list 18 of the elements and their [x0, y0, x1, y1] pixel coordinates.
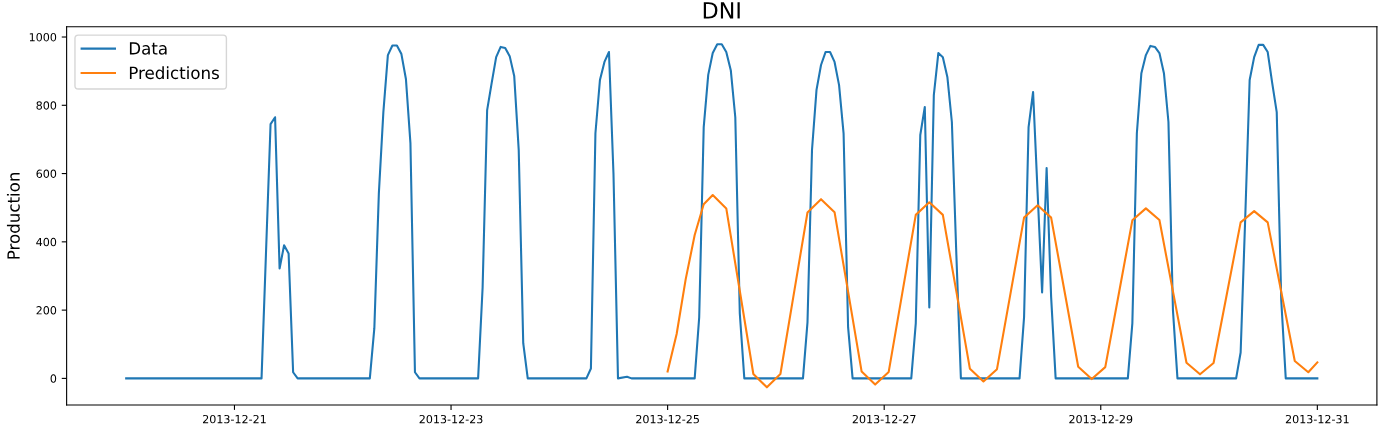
x-tick-label: 2013-12-31 — [1285, 414, 1349, 424]
x-tick-label: 2013-12-21 — [203, 414, 266, 424]
x-tick-label: 2013-12-23 — [419, 414, 483, 424]
x-tick-label: 2013-12-25 — [636, 414, 699, 424]
x-tick-label: 2013-12-27 — [852, 414, 916, 424]
x-tick-label: 2013-12-29 — [1069, 414, 1133, 424]
y-tick-label: 1000 — [29, 32, 57, 42]
legend-label: Predictions — [129, 66, 219, 80]
y-axis-title: Production — [6, 172, 20, 259]
y-tick-label: 600 — [36, 169, 57, 178]
chart-title: DNI — [703, 2, 740, 19]
line-series — [666, 194, 1319, 389]
legend-label: Data — [129, 42, 167, 55]
y-tick-label: 0 — [50, 374, 57, 383]
y-tick-label: 400 — [36, 237, 57, 247]
y-tick-label: 800 — [36, 101, 57, 110]
line-series — [125, 43, 1319, 380]
y-tick-label: 200 — [36, 306, 57, 315]
